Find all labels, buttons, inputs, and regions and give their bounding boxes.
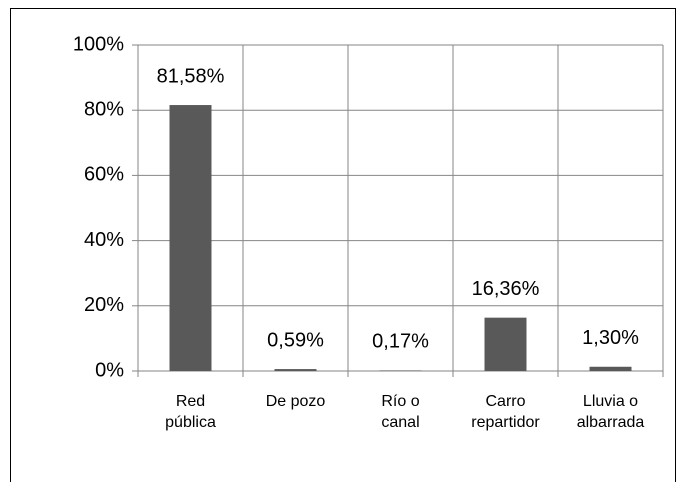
y-tick-label: 60%: [84, 164, 124, 186]
bar: [379, 370, 422, 371]
value-label: 0,17%: [372, 331, 429, 353]
x-tick-label: Lluvia o albarrada: [576, 393, 645, 431]
bar: [274, 369, 317, 371]
y-tick-label: 20%: [84, 294, 124, 316]
y-tick-label: 80%: [84, 98, 124, 120]
y-tick-label: 40%: [84, 229, 124, 251]
x-tick-label: Carro repartidor: [471, 393, 540, 431]
x-tick-label: Red pública: [165, 393, 216, 431]
y-tick-label: 0%: [95, 359, 124, 381]
bar: [169, 105, 212, 372]
chart-border: [10, 8, 676, 482]
value-label: 0,59%: [267, 329, 324, 351]
x-tick-label: De pozo: [265, 393, 326, 410]
value-label: 16,36%: [472, 278, 540, 300]
value-label: 81,58%: [157, 65, 225, 87]
value-label: 1,30%: [582, 327, 639, 349]
x-tick-label: Río o canal: [381, 393, 420, 431]
y-tick-label: 100%: [73, 33, 124, 55]
bar: [484, 317, 527, 371]
bar: [589, 366, 632, 371]
